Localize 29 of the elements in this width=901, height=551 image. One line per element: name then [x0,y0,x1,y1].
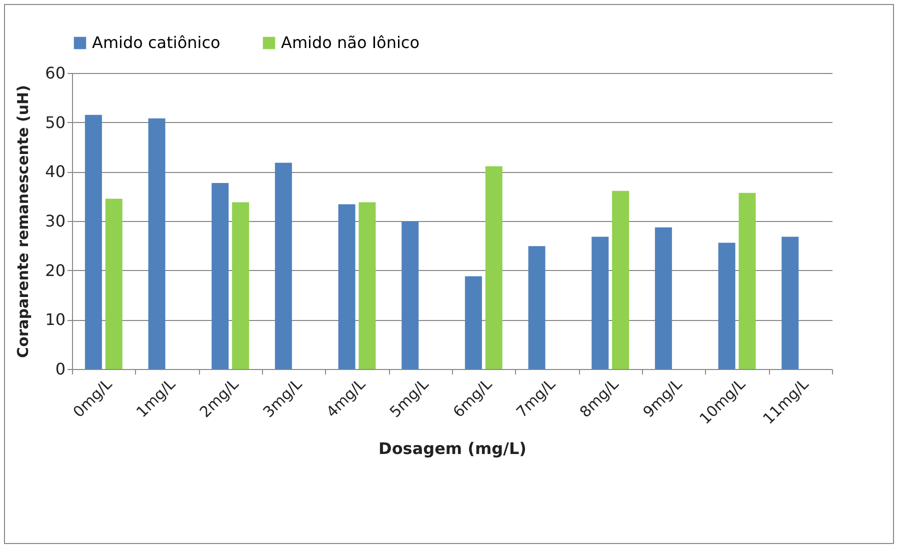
bar [274,162,292,369]
y-tick-label: 10 [45,310,66,330]
bar [738,192,756,369]
bar [105,198,122,369]
y-axis-title: Coraparente remanescente (uH) [14,85,32,358]
y-tick-label: 60 [45,64,66,82]
bar [212,183,229,369]
legend-label: Amido não Iônico [281,33,420,52]
bar [232,202,250,369]
bar [358,202,376,369]
y-tick-label: 0 [55,360,66,378]
bar [84,114,102,369]
legend-label: Amido catiônico [92,33,220,52]
y-tick-label: 50 [45,112,66,132]
bar [402,221,419,369]
bar [528,246,546,369]
bar [654,227,672,369]
x-axis-title: Dosagem (mg/L) [378,439,526,458]
bar [148,118,166,369]
bar [592,236,609,369]
y-tick-label: 30 [45,212,66,230]
bar [612,190,630,369]
bar [485,166,502,369]
bar [338,204,356,369]
y-tick-label: 20 [45,260,66,280]
bar [782,236,799,369]
bar [464,276,482,369]
bar [718,242,736,369]
y-tick-label: 40 [45,162,66,182]
